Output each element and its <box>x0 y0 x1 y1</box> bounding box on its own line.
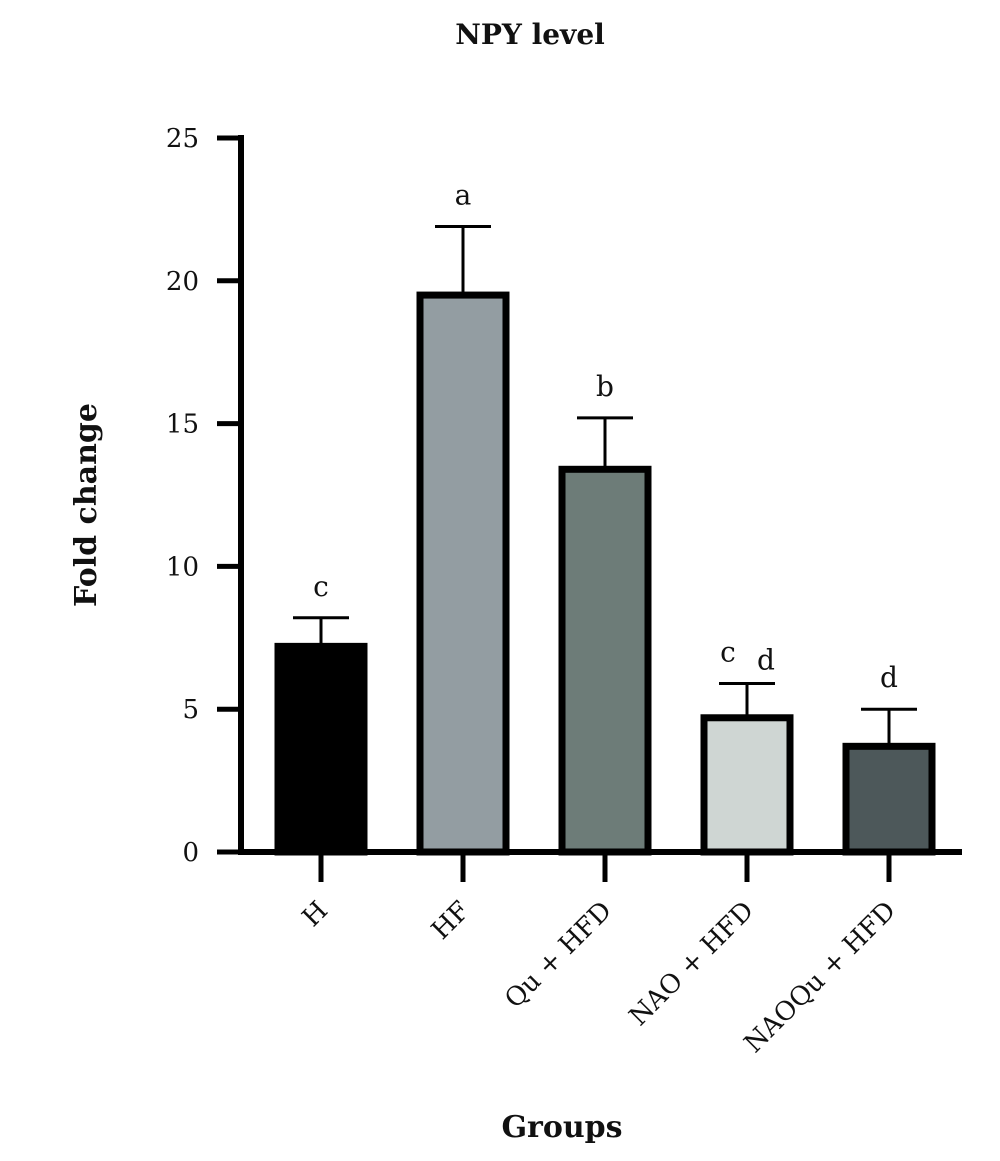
significance-label: d <box>880 661 898 694</box>
category-label: HF <box>426 896 476 946</box>
significance-label: c <box>313 570 329 603</box>
bar <box>700 714 794 856</box>
bar <box>274 642 368 856</box>
significance-label: c <box>720 635 736 668</box>
category-label: NAOQu + HFD <box>739 896 902 1059</box>
bar <box>842 742 936 856</box>
category-label: H <box>297 896 334 933</box>
x-axis-title: Groups <box>501 1110 622 1145</box>
y-tick-label: 10 <box>166 552 199 582</box>
y-axis-title: Fold change <box>69 403 104 607</box>
bar <box>558 465 652 856</box>
x-axis-ticks <box>318 852 892 882</box>
y-tick-label: 25 <box>166 124 199 154</box>
error-bars-group <box>293 225 917 747</box>
significance-label: d <box>757 643 775 676</box>
category-label: NAO + HFD <box>624 896 760 1032</box>
category-label: Qu + HFD <box>499 896 618 1015</box>
y-tick-label: 20 <box>166 267 199 297</box>
chart-title: NPY level <box>455 18 605 51</box>
y-tick-label: 5 <box>182 695 199 725</box>
y-tick-label: 0 <box>182 838 199 868</box>
y-axis-ticks: 0 5 10 15 20 25 <box>166 124 241 868</box>
bar <box>416 291 510 856</box>
y-tick-label: 15 <box>166 410 199 440</box>
significance-label: b <box>596 370 614 403</box>
significance-label: a <box>455 179 472 212</box>
